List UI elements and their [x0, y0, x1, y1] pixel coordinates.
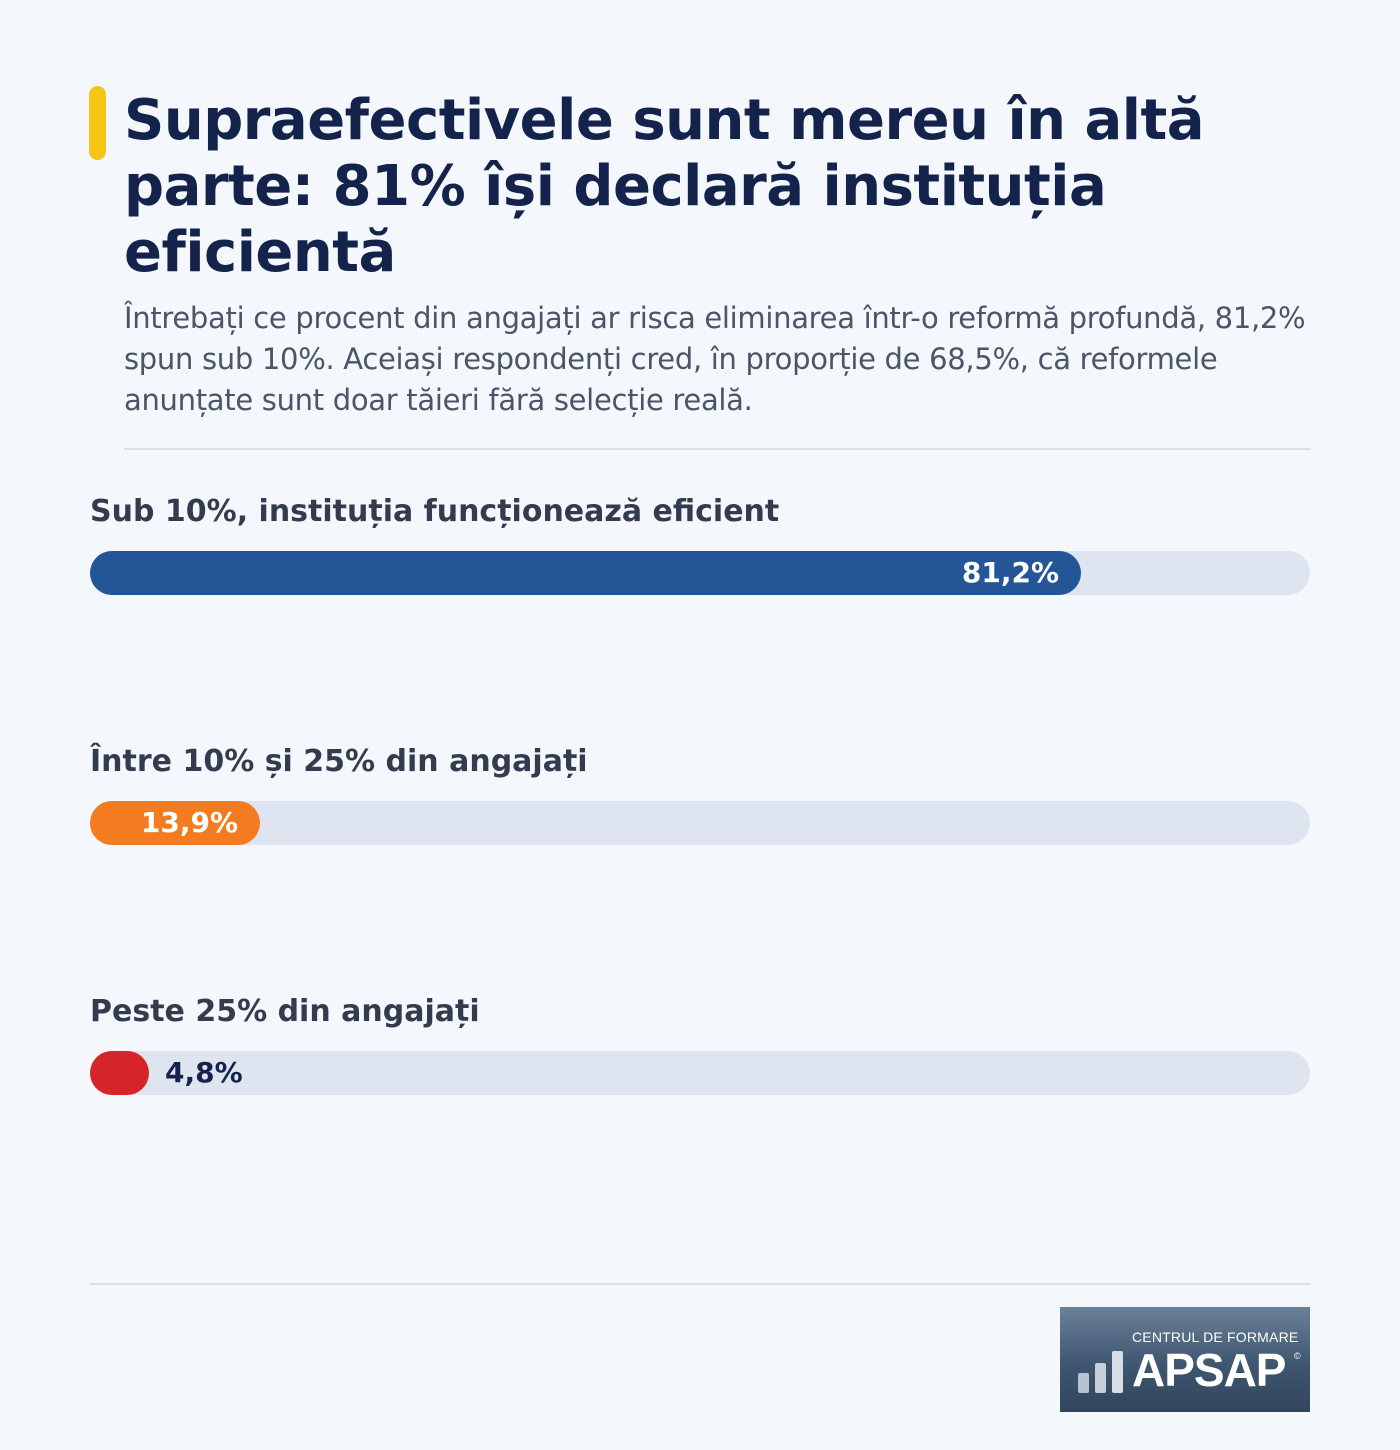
bottom-divider [90, 1283, 1311, 1285]
bar-fill [90, 551, 1081, 595]
bar-value-label: 81,2% [961, 556, 1059, 589]
bar-chart-logo-icon [1078, 1351, 1123, 1393]
bar-row: Peste 25% din angajați 4,8% [90, 990, 1310, 1095]
bar-value-label: 4,8% [165, 1056, 243, 1089]
bar-fill [90, 801, 260, 845]
page-title: Supraefectivele sunt mereu în altă parte… [124, 88, 1205, 285]
bar-track: 4,8% [90, 1051, 1310, 1095]
bar-fill [90, 1051, 149, 1095]
bar-row: Sub 10%, instituția funcționează eficien… [90, 490, 1310, 595]
page-subtitle: Întrebați ce procent din angajați ar ris… [124, 301, 1306, 417]
bar-category-label: Sub 10%, instituția funcționează eficien… [90, 494, 780, 529]
bar-row: Între 10% și 25% din angajați 13,9% [90, 740, 1310, 845]
logo-registered-mark: © [1294, 1351, 1301, 1361]
apsap-logo: CENTRUL DE FORMARE APSAP © [1060, 1307, 1310, 1412]
logo-small-text: CENTRUL DE FORMARE [1132, 1329, 1299, 1345]
logo-big-text: APSAP [1132, 1344, 1286, 1396]
bar-category-label: Între 10% și 25% din angajați [90, 744, 588, 779]
top-divider [124, 448, 1311, 450]
bar-category-label: Peste 25% din angajați [90, 994, 480, 1029]
title-accent-bar [89, 86, 106, 160]
bar-track: 13,9% [90, 801, 1310, 845]
bar-value-label: 13,9% [140, 806, 238, 839]
bar-track: 81,2% [90, 551, 1310, 595]
